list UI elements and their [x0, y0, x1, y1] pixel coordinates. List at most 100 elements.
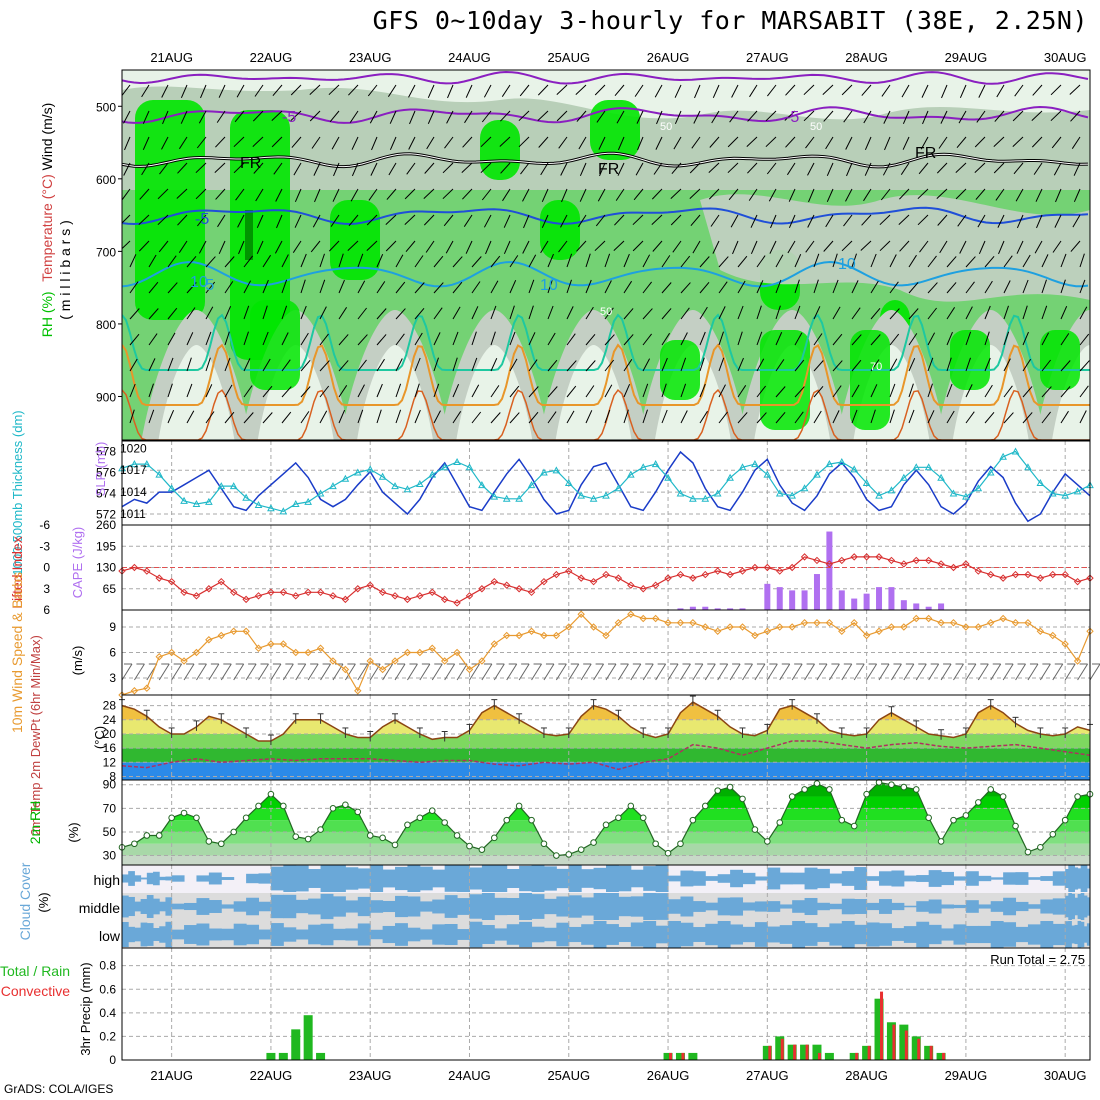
thickness-point [428, 470, 437, 478]
dewpoint-line [121, 740, 1091, 771]
wind-barb [205, 256, 216, 268]
wind-barb [832, 333, 843, 346]
wind-barb [499, 136, 511, 147]
thickness-point [254, 501, 263, 509]
wind-barb [566, 253, 573, 268]
wind-barb [483, 84, 492, 98]
wind-barb [614, 214, 625, 226]
cloud-block [692, 927, 706, 942]
thickness-point [329, 482, 337, 490]
wind10-point [254, 644, 263, 652]
contour-label: 70 [870, 361, 882, 373]
wind-barb [996, 84, 1005, 98]
wind-barb [142, 136, 150, 151]
wind10-barb [593, 663, 605, 681]
wind-barb [138, 214, 150, 225]
wind-barb [851, 409, 858, 424]
rh2m-point [639, 814, 647, 822]
cloud-block [457, 865, 470, 892]
lifted-index-point [440, 595, 449, 604]
wind10-point [962, 623, 970, 631]
cloud-block [153, 928, 160, 941]
wind-barb [186, 307, 196, 320]
date-label-bottom: 30AUG [1044, 1068, 1087, 1083]
wind-barb [177, 214, 188, 226]
cloud-block [506, 897, 520, 916]
wind10-point [1061, 640, 1069, 648]
wind-barb [148, 281, 159, 294]
rh-blob-lower [250, 300, 300, 390]
wind10-barb [344, 663, 356, 681]
wind10-point [217, 631, 225, 640]
cloud-block [903, 926, 917, 943]
thickness-point [639, 463, 648, 471]
wind-barb [927, 383, 933, 398]
cloud-block [990, 901, 1004, 912]
wind-barb [556, 110, 568, 122]
cloud-block [742, 902, 756, 911]
wind10-barb [680, 663, 691, 681]
wind10-point [924, 614, 933, 623]
cloud-block [692, 901, 706, 912]
wind-barb [1060, 360, 1071, 372]
wind-barb [480, 136, 492, 148]
wind10-barb [965, 663, 977, 681]
cloud-block [767, 867, 781, 890]
wind-barb [281, 411, 292, 424]
wind-barb [129, 281, 139, 294]
rh2m-point [1024, 848, 1032, 856]
rh2m-point [751, 826, 759, 833]
wind10-point [565, 623, 573, 631]
wind-barb [732, 240, 739, 255]
cloud-block [395, 923, 408, 946]
tick-label: 1014 [120, 485, 147, 499]
wind-barb [300, 386, 311, 398]
lifted-index-point [862, 553, 871, 561]
wind-barb [594, 84, 606, 96]
cloud-block [444, 923, 458, 946]
wind-barb [977, 214, 986, 228]
tick-label: 130 [96, 561, 116, 575]
cloud-block [382, 900, 396, 913]
lifted-index-point [987, 570, 995, 579]
thickness-point [1061, 491, 1070, 499]
wind-barb [1060, 279, 1066, 294]
wind-barb [599, 162, 606, 177]
wind-barb [978, 84, 986, 98]
cloud-block [717, 874, 731, 883]
cloud-block [879, 899, 892, 914]
wind-barb [501, 84, 511, 97]
wind-barb [737, 305, 744, 320]
wind-barb [794, 386, 805, 398]
wind-barb [946, 331, 953, 346]
panel-label: Lifted Index [9, 536, 25, 608]
wind-barb [691, 136, 701, 149]
rh2m-point [304, 835, 312, 843]
cloud-block [419, 929, 433, 940]
thickness-point [167, 484, 176, 492]
wind-barb [936, 188, 948, 199]
precip-total-bar [688, 1052, 698, 1060]
pressure-tick-label: 800 [96, 318, 116, 332]
wind-barb [238, 240, 245, 255]
wind-barb [585, 306, 594, 320]
rh2m-point [143, 832, 151, 839]
wind-barb [784, 110, 796, 121]
cloud-block [730, 869, 744, 888]
contour-label: 10 [540, 277, 558, 294]
wind-barb [537, 110, 549, 121]
cloud-block [165, 921, 173, 948]
wind-barb [652, 240, 663, 252]
wind10-barb [307, 663, 319, 681]
wind-barb [309, 110, 321, 122]
wind-barb [254, 84, 264, 97]
wind-barb [262, 331, 269, 346]
wind-barb [900, 162, 910, 175]
wind-barb [870, 334, 881, 346]
wind-barb [509, 305, 515, 320]
wind-barb [148, 383, 154, 398]
rh2m-point [466, 842, 473, 850]
wind-barb [389, 110, 397, 124]
wind-barb [927, 332, 936, 346]
wind-barb [366, 214, 378, 226]
